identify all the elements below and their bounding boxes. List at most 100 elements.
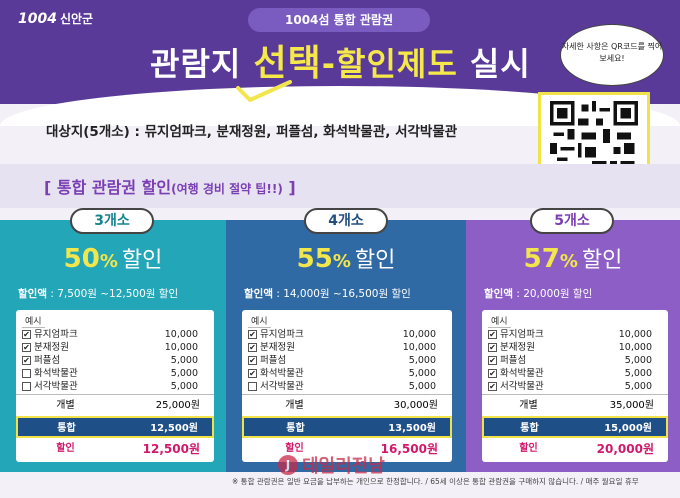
row-label: 할인 bbox=[519, 443, 538, 454]
row-discount: 할인 16,500원 bbox=[242, 438, 452, 460]
item-price: 5,000 bbox=[624, 355, 652, 366]
checkbox: ✔ bbox=[248, 356, 257, 365]
item-price: 5,000 bbox=[408, 381, 436, 392]
logo: 1004 신안군 bbox=[18, 10, 93, 27]
panel-tab: 3개소 bbox=[70, 208, 154, 234]
checkbox: ✔ bbox=[488, 343, 497, 352]
target-sites: 대상지(5개소) : 뮤지엄파크, 분재정원, 퍼플섬, 화석박물관, 서각박물… bbox=[46, 124, 458, 140]
item-price: 5,000 bbox=[170, 368, 198, 379]
ticket-title: 1004섬 통합 관람권 bbox=[248, 8, 430, 32]
row-label: 개별 bbox=[519, 400, 538, 411]
watermark-text: 데일리전남 bbox=[302, 456, 385, 477]
amount-label: 할인액 bbox=[18, 288, 47, 300]
list-item: ✔ 퍼플섬 5,000 bbox=[488, 354, 660, 367]
item-price: 10,000 bbox=[618, 342, 652, 353]
item-name: 분재정원 bbox=[260, 342, 295, 353]
row-label: 통합 bbox=[520, 423, 539, 434]
rate-word: 할인 bbox=[121, 248, 163, 273]
list-item: ✔ 분재정원 10,000 bbox=[248, 341, 444, 354]
item-price: 10,000 bbox=[164, 329, 198, 340]
item-name: 서각박물관 bbox=[260, 381, 304, 392]
example-label: 예시 bbox=[22, 314, 45, 328]
item-name: 서각박물관 bbox=[34, 381, 78, 392]
item-name: 분재정원 bbox=[34, 342, 69, 353]
row-label: 개별 bbox=[285, 400, 304, 411]
checkbox: ✔ bbox=[22, 330, 31, 339]
checkbox: ✔ bbox=[488, 369, 497, 378]
item-name: 서각박물관 bbox=[500, 381, 544, 392]
example-label: 예시 bbox=[488, 314, 511, 328]
amount-label: 할인액 bbox=[484, 288, 513, 300]
rate-number: 57 bbox=[523, 244, 560, 274]
discount-amount: 할인액 : 7,500원 ~12,500원 할인 bbox=[18, 286, 178, 301]
tip-close: ] bbox=[282, 178, 296, 197]
example-items: ✔ 뮤지엄파크 10,000 ✔ 분재정원 10,000 ✔ 퍼플섬 5,000 ✔ 화석박물… bbox=[488, 328, 660, 393]
item-name: 화석박물관 bbox=[34, 368, 78, 379]
item-name: 퍼플섬 bbox=[34, 355, 61, 366]
example-card: 예시 ✔ 뮤지엄파크 10,000 ✔ 분재정원 10,000 ✔ 퍼플섬 5,000 ✔ 화… bbox=[482, 310, 668, 462]
item-price: 5,000 bbox=[408, 355, 436, 366]
discount-amount: 할인액 : 20,000원 할인 bbox=[484, 286, 592, 301]
list-item: ✔ 퍼플섬 5,000 bbox=[248, 354, 444, 367]
list-item: ✔ 분재정원 10,000 bbox=[488, 341, 660, 354]
headline: 관람지 선택-할인제도 실시 bbox=[150, 38, 531, 90]
headline-select: 선택 bbox=[253, 43, 322, 84]
row-individual: 개별 30,000원 bbox=[242, 394, 452, 416]
row-value: 12,500원 bbox=[150, 423, 198, 434]
checkbox bbox=[22, 382, 31, 391]
item-price: 5,000 bbox=[624, 368, 652, 379]
list-item: ✔ 분재정원 10,000 bbox=[22, 341, 206, 354]
discount-rate: 50% 할인 bbox=[0, 242, 226, 274]
rate-percent: % bbox=[559, 251, 578, 272]
panel-3-sites: 3개소 50% 할인 할인액 : 7,500원 ~12,500원 할인 예시 ✔ 뮤… bbox=[0, 208, 226, 472]
rate-word: 할인 bbox=[581, 248, 623, 273]
item-name: 화석박물관 bbox=[500, 368, 544, 379]
panel-tab: 5개소 bbox=[530, 208, 614, 234]
checkbox: ✔ bbox=[488, 356, 497, 365]
row-combined: 통합 13,500원 bbox=[242, 416, 452, 438]
item-price: 10,000 bbox=[618, 329, 652, 340]
row-label: 할인 bbox=[285, 443, 304, 454]
example-card: 예시 ✔ 뮤지엄파크 10,000 ✔ 분재정원 10,000 ✔ 퍼플섬 5,000 ✔ 화… bbox=[242, 310, 452, 462]
list-item: ✔ 퍼플섬 5,000 bbox=[22, 354, 206, 367]
list-item: ✔ 화석박물관 5,000 bbox=[248, 367, 444, 380]
item-name: 뮤지엄파크 bbox=[34, 329, 78, 340]
discount-amount: 할인액 : 14,000원 ~16,500원 할인 bbox=[244, 286, 411, 301]
headline-pre: 관람지 bbox=[150, 45, 254, 83]
tip-title: 통합 관람권 할인 bbox=[56, 178, 172, 197]
row-value: 16,500원 bbox=[380, 442, 438, 456]
checkbox: ✔ bbox=[22, 356, 31, 365]
example-items: ✔ 뮤지엄파크 10,000 ✔ 분재정원 10,000 ✔ 퍼플섬 5,000 화석박물관… bbox=[22, 328, 206, 393]
row-value: 25,000원 bbox=[155, 400, 200, 411]
row-discount: 할인 20,000원 bbox=[482, 438, 668, 460]
example-card: 예시 ✔ 뮤지엄파크 10,000 ✔ 분재정원 10,000 ✔ 퍼플섬 5,000 화석… bbox=[16, 310, 214, 462]
amount-value: : 7,500원 ~12,500원 할인 bbox=[46, 288, 179, 300]
item-name: 뮤지엄파크 bbox=[500, 329, 544, 340]
item-name: 뮤지엄파크 bbox=[260, 329, 304, 340]
list-item: 화석박물관 5,000 bbox=[22, 367, 206, 380]
item-name: 분재정원 bbox=[500, 342, 535, 353]
logo-mark: 1004 bbox=[18, 11, 57, 27]
item-name: 화석박물관 bbox=[260, 368, 304, 379]
checkbox: ✔ bbox=[248, 369, 257, 378]
qr-note-bubble: 자세한 사항은 QR코드를 찍어보세요! bbox=[560, 24, 664, 86]
rate-percent: % bbox=[99, 251, 118, 272]
item-price: 5,000 bbox=[170, 381, 198, 392]
panel-tab: 4개소 bbox=[304, 208, 388, 234]
panel-5-sites: 5개소 57% 할인 할인액 : 20,000원 할인 예시 ✔ 뮤지엄파크 10,0… bbox=[466, 208, 680, 472]
row-label: 통합 bbox=[57, 423, 76, 434]
rate-percent: % bbox=[332, 251, 351, 272]
row-discount: 할인 12,500원 bbox=[16, 438, 214, 460]
row-individual: 개별 35,000원 bbox=[482, 394, 668, 416]
discount-rate: 55% 할인 bbox=[226, 242, 466, 274]
row-value: 35,000원 bbox=[609, 400, 654, 411]
item-name: 퍼플섬 bbox=[260, 355, 287, 366]
logo-org: 신안군 bbox=[59, 12, 94, 26]
amount-label: 할인액 bbox=[244, 288, 273, 300]
tip-open: [ bbox=[44, 178, 57, 197]
tip-band bbox=[0, 164, 680, 208]
amount-value: : 20,000원 할인 bbox=[512, 288, 593, 300]
checkbox bbox=[248, 382, 257, 391]
watermark-logo-icon: J bbox=[278, 455, 298, 475]
footnote: ※ 통합 관람권은 일반 요금을 납부하는 개인으로 한정합니다. / 65세 … bbox=[232, 477, 639, 486]
